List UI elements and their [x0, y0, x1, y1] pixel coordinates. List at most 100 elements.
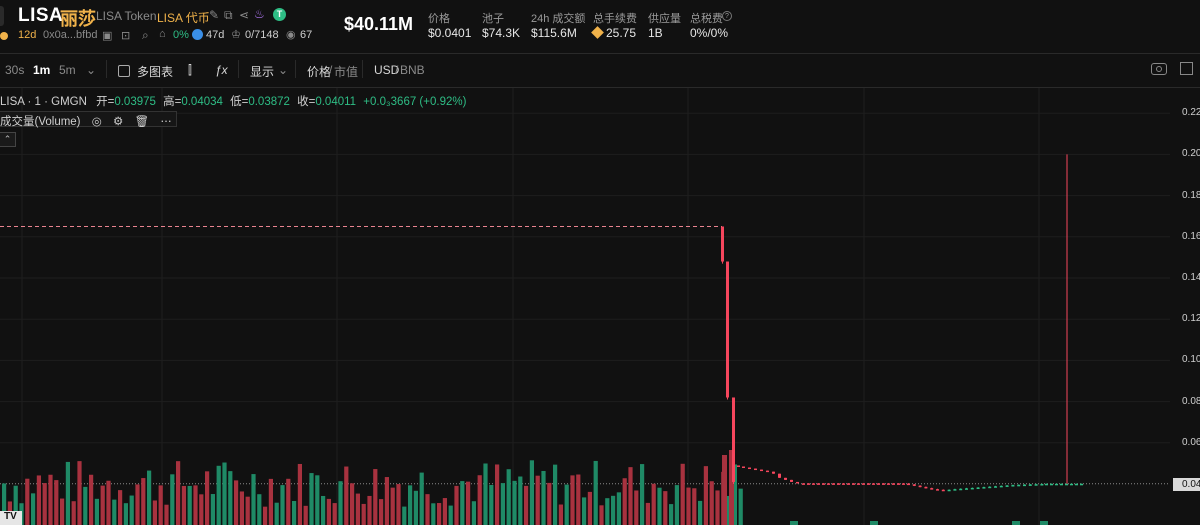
collapse-button[interactable]: ⌃	[0, 132, 16, 147]
volume-bar	[350, 483, 355, 525]
candle	[807, 483, 810, 485]
token-name: LISA Token	[96, 9, 157, 23]
volume-bar	[634, 490, 639, 525]
eye-icon: ◉	[286, 29, 296, 41]
multi-chart-label[interactable]: 多图表	[137, 65, 174, 79]
stat-value-4: 1B	[648, 26, 663, 40]
search-icon[interactable]: ⌕	[142, 28, 149, 42]
candle-type-icon[interactable]: ⫿	[188, 63, 192, 77]
open-value: 0.03975	[114, 96, 156, 108]
eye-icon[interactable]: ◎	[91, 116, 102, 128]
share-icon[interactable]: ⋖	[239, 8, 250, 22]
mcap-toggle[interactable]: 市值	[334, 65, 359, 79]
candle	[837, 483, 840, 485]
volume-bar	[582, 497, 587, 525]
candle	[766, 470, 769, 473]
volume-bar	[738, 488, 743, 525]
volume-bar	[587, 491, 592, 525]
volume-bar	[123, 503, 128, 525]
high-label: 高=	[163, 96, 182, 108]
volume-bar	[466, 481, 471, 525]
fullscreen-icon[interactable]	[1180, 62, 1193, 75]
tradingview-logo[interactable]: TV	[0, 511, 22, 525]
more-icon[interactable]: ⋯	[160, 116, 172, 128]
chevron-down-icon[interactable]: ⌄	[86, 63, 97, 77]
volume-bar	[257, 494, 262, 525]
volume-bar	[628, 467, 633, 525]
candle	[1034, 484, 1038, 486]
toolbar-divider	[362, 60, 363, 78]
y-tick-label: 0.22	[1182, 107, 1200, 119]
series-name: LISA · 1 · GMGN	[0, 96, 87, 108]
edit-icon[interactable]: ✎	[209, 8, 220, 22]
twitter-icon[interactable]: ▣	[102, 30, 113, 42]
volume-bar	[790, 521, 798, 525]
camera-icon[interactable]	[1151, 63, 1167, 75]
volume-bar	[309, 473, 314, 525]
volume-bar	[164, 504, 169, 525]
volume-bar	[686, 487, 691, 525]
display-menu[interactable]: 显示	[250, 65, 275, 79]
y-tick-label: 0.08	[1182, 395, 1200, 407]
volume-bar	[437, 503, 442, 525]
volume-bar	[158, 485, 163, 525]
stat-value-3: 25.75	[606, 26, 637, 40]
multi-chart-checkbox[interactable]	[118, 65, 130, 77]
link-icon[interactable]: ⊡	[121, 30, 131, 42]
volume-bar	[193, 485, 198, 525]
settings-icon[interactable]: ⚙	[112, 116, 124, 128]
volume-bar	[129, 495, 134, 525]
holders-age: 47d	[206, 29, 225, 41]
volume-bar	[558, 504, 563, 525]
volume-bar	[251, 474, 256, 525]
bnb-icon	[591, 26, 604, 39]
volume-bar	[303, 505, 308, 525]
trash-icon[interactable]: 🗑	[134, 116, 150, 128]
copy-icon[interactable]: ⧉	[224, 8, 233, 22]
volume-bar	[729, 450, 734, 525]
stat-label-4: 供应量	[648, 13, 681, 25]
volume-bar	[263, 506, 268, 525]
volume-bar	[495, 464, 500, 525]
volume-bar	[419, 472, 424, 525]
volume-bar	[286, 478, 291, 525]
volume-bar	[518, 476, 523, 525]
volume-bar	[471, 501, 476, 525]
usd-toggle[interactable]: USD	[374, 63, 400, 77]
candle	[902, 483, 905, 485]
stat-label-0: 价格	[428, 13, 450, 25]
help-icon[interactable]: ?	[722, 11, 732, 21]
volume-bar	[280, 485, 285, 525]
price-toggle[interactable]: 价格	[307, 65, 332, 79]
volume-bar	[715, 490, 720, 525]
stat-label-1: 池子	[482, 13, 504, 25]
chevron-down-icon[interactable]: ⌄	[278, 63, 289, 77]
volume-bar	[732, 464, 737, 525]
candle	[1050, 483, 1053, 486]
bnb-toggle[interactable]: BNB	[400, 63, 425, 77]
volume-bar	[54, 480, 59, 525]
indicator-icon[interactable]: ƒx	[215, 63, 228, 77]
interval-30s[interactable]: 30s	[5, 63, 25, 77]
interval-5m[interactable]: 5m	[59, 63, 76, 77]
candle	[936, 489, 939, 491]
low-value: 0.03872	[248, 96, 290, 108]
volume-bar	[500, 483, 505, 525]
interval-1m[interactable]: 1m	[33, 63, 51, 77]
volume-bar	[1040, 521, 1048, 525]
candle	[847, 483, 850, 485]
candle	[965, 488, 968, 490]
volume-bar	[553, 464, 558, 525]
candle	[941, 489, 945, 492]
close-value: 0.04011	[315, 96, 357, 108]
market-cap: $40.11M	[344, 14, 414, 34]
candle	[930, 488, 934, 490]
price-chart[interactable]	[0, 88, 1200, 525]
change-value: +0.0₃3667 (+0.92%)	[363, 96, 467, 108]
holders-pct: 0%	[173, 29, 189, 41]
token-avatar[interactable]	[0, 6, 4, 26]
volume-bar	[210, 494, 215, 525]
toolbar-divider	[106, 60, 107, 78]
contract-address[interactable]: 0x0a...bfbd	[43, 29, 98, 41]
volume-bar	[483, 463, 488, 525]
